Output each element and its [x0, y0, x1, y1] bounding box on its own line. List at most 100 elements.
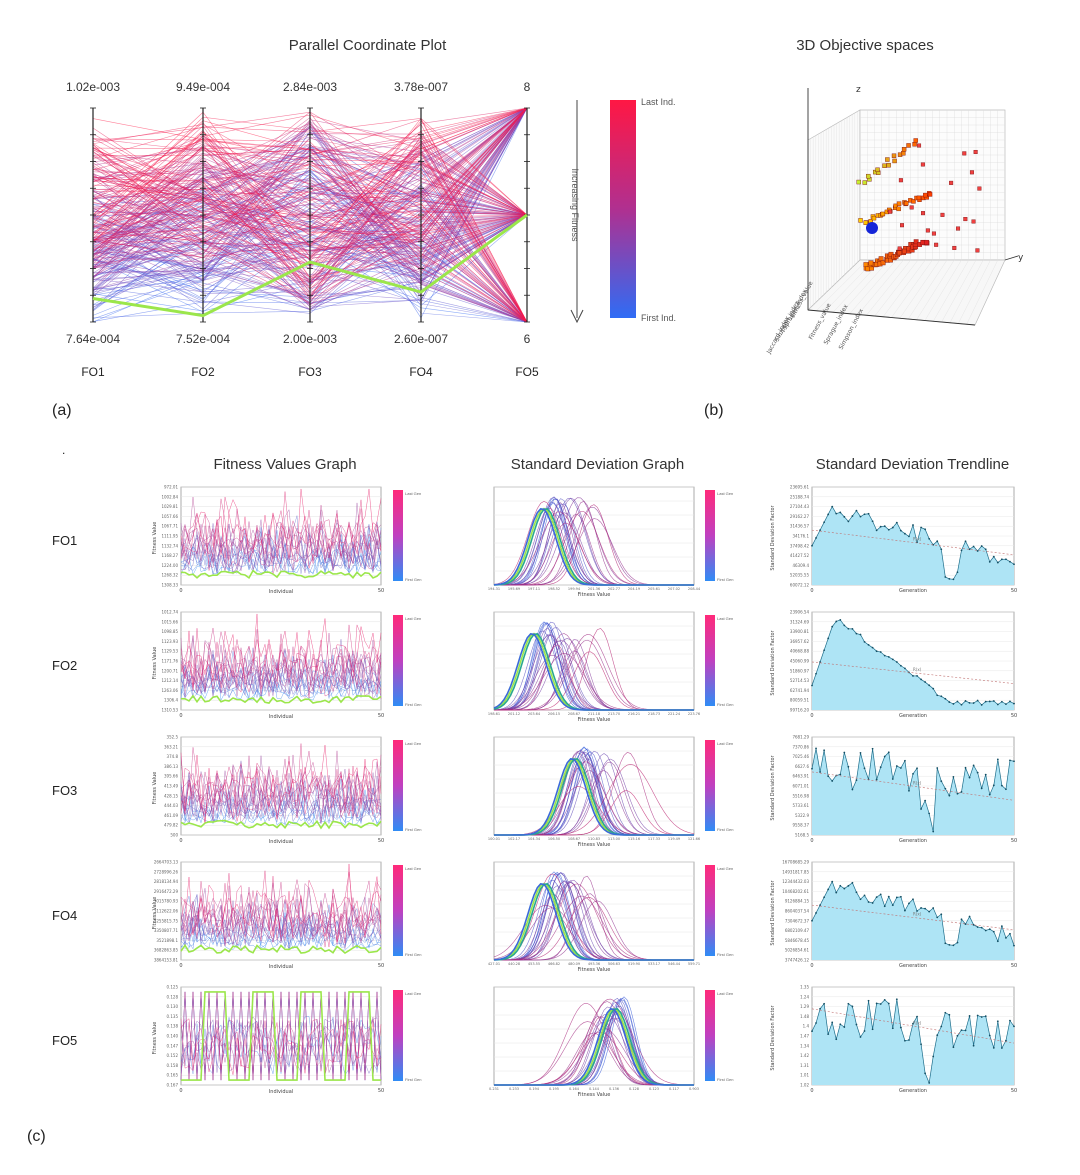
obj3d-point	[925, 228, 930, 233]
fitness-y-tick: 1268.32	[161, 573, 178, 578]
fitness-cb-bottom: First Gen	[405, 577, 422, 582]
sd-x-tick: 0.123	[649, 1087, 659, 1091]
trend-y-tick: 1.4	[803, 1024, 810, 1029]
fitness-y-tick: 444.03	[164, 803, 178, 808]
obj3d-point	[917, 143, 922, 148]
fitness-y-tick: 1263.06	[161, 688, 178, 693]
sd-x-tick: 204.19	[628, 587, 640, 591]
trend-point	[843, 887, 846, 890]
trend-area	[812, 748, 1014, 835]
trend-point	[1013, 760, 1015, 763]
trend-point	[996, 561, 999, 564]
panel-label-a: (a)	[52, 402, 72, 419]
trend-chart-fo5: 1.35 1.24 1.29 1.48 1.4 1.47 1.34 1.42 1.31 1.01 1…	[770, 985, 1017, 1094]
trend-point	[912, 1022, 914, 1025]
sd-x-tick: 0.233	[509, 1087, 519, 1091]
trend-y-tick: 1.31	[800, 1063, 809, 1068]
trend-point	[855, 779, 858, 782]
trend-point	[984, 548, 987, 551]
sd-cb-bottom: First Gen	[717, 702, 734, 707]
fitness-line	[180, 660, 382, 701]
trend-point	[952, 1046, 955, 1049]
fitness-line	[180, 777, 382, 824]
fitness-y-tick: 3350807.71	[154, 928, 179, 933]
trend-point	[944, 942, 947, 945]
trend-y-tick: 46309.4	[792, 563, 809, 568]
obj3d-point	[921, 211, 926, 216]
obj3d-point	[963, 217, 968, 222]
trend-point	[875, 1002, 878, 1005]
trend-point	[1009, 1019, 1011, 1022]
pcp-axis-name-fo2: FO2	[191, 365, 215, 379]
sd-x-tick: 223.76	[688, 712, 700, 716]
trend-point	[952, 578, 955, 581]
trend-point	[1009, 759, 1011, 762]
trend-x-end: 50	[1011, 963, 1017, 969]
obj3d-point	[952, 245, 957, 250]
obj3d-point	[880, 260, 886, 266]
trend-point	[952, 944, 955, 947]
trend-point	[932, 907, 935, 909]
pcp-axis-bottom-fo2: 7.52e-004	[175, 332, 231, 346]
trend-point	[887, 528, 890, 531]
trend-point	[956, 941, 959, 944]
trend-point	[879, 525, 882, 528]
trend-point	[988, 700, 991, 703]
obj3d-point	[882, 163, 887, 168]
trend-point	[879, 1003, 882, 1005]
trend-point	[996, 758, 999, 761]
trend-y-tick: 5168.5	[795, 833, 809, 838]
trend-point	[964, 766, 967, 769]
sd-x-tick: 206.15	[548, 712, 560, 716]
trend-area	[812, 881, 1014, 960]
trend-point	[996, 703, 999, 706]
trend-point	[944, 697, 947, 700]
pcp-axis-top-fo2: 9.49e-004	[175, 80, 231, 94]
sd-x-tick: 119.49	[668, 837, 680, 841]
fitness-y-tick: 395.66	[164, 774, 178, 779]
fitness-x-label: Individual	[269, 589, 293, 595]
trend-point	[823, 521, 826, 524]
trend-point	[936, 916, 939, 919]
trend-point	[851, 788, 854, 791]
trend-y-tick: 16708685.29	[782, 860, 809, 865]
trend-point	[980, 787, 983, 790]
obj3d-point	[900, 223, 905, 228]
fitness-chart-fo1: 972.01 1002.84 1029.81 1057.66 1067.71 1111.9…	[152, 485, 384, 595]
obj3d-point	[901, 147, 907, 152]
sd-x-tick: 108.67	[568, 837, 580, 841]
trend-fit-label: R(x)	[913, 780, 922, 785]
trend-point	[839, 773, 842, 776]
trend-point	[976, 699, 979, 702]
fitness-y-tick: 1212.14	[161, 678, 178, 683]
sd-x-tick: 466.82	[548, 962, 560, 966]
fitness-x-end: 50	[378, 838, 384, 844]
trend-y-tick: 62741.94	[790, 688, 810, 693]
trend-point	[960, 1029, 963, 1032]
obj3d-point	[977, 186, 982, 191]
trend-fit-label: R(x)	[913, 537, 922, 542]
trend-y-tick: 1.01	[800, 1073, 809, 1078]
fitness-line	[180, 538, 382, 574]
trend-point	[819, 904, 821, 907]
trend-y-tick: 25188.74	[790, 494, 810, 499]
fitness-cb-top: Last Gen	[405, 491, 422, 496]
fitness-y-tick: 461.09	[164, 813, 178, 818]
fitness-chart-fo2: 1012.74 1015.66 1098.85 1123.93 1129.53 1171.…	[152, 610, 384, 720]
trend-point	[867, 644, 870, 646]
sd-x-tick: 115.16	[628, 837, 640, 841]
fitness-x-end: 50	[378, 963, 384, 969]
fitness-y-tick: 3521898.1	[156, 938, 178, 943]
trend-point	[819, 771, 821, 773]
trend-point	[1013, 1025, 1015, 1028]
fitness-best-line	[180, 569, 382, 580]
trend-point	[904, 909, 906, 912]
trend-point	[887, 1002, 890, 1005]
obj3d-points	[856, 138, 982, 272]
trend-point	[863, 767, 866, 770]
fitness-y-tick: 1123.93	[161, 639, 178, 644]
trend-point	[899, 767, 902, 769]
pcp-axis-bottom-fo3: 2.00e-003	[282, 332, 338, 346]
sd-x-tick: 218.73	[648, 712, 660, 716]
trend-point	[875, 650, 878, 653]
